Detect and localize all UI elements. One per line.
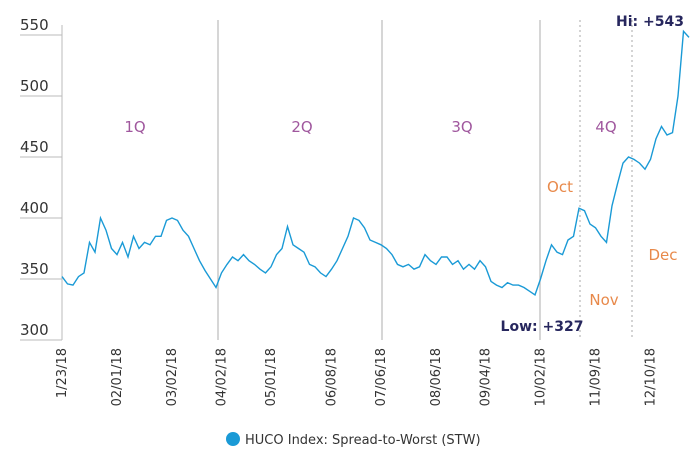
y-tick-label: 550 xyxy=(20,16,49,34)
x-tick-label: 11/09/18 xyxy=(589,348,604,406)
x-tick-label: 12/10/18 xyxy=(644,348,659,406)
y-tick-label: 450 xyxy=(20,138,49,156)
quarter-label: 3Q xyxy=(451,118,472,136)
month-label: Oct xyxy=(547,178,573,196)
x-tick-label: 09/04/18 xyxy=(479,348,494,406)
legend-label: HUCO Index: Spread-to-Worst (STW) xyxy=(245,433,481,448)
x-tick-label: 04/02/18 xyxy=(215,348,230,406)
annotation: Hi: +543 xyxy=(616,14,684,30)
x-tick-label: 1/23/18 xyxy=(55,348,70,398)
y-tick-label: 400 xyxy=(20,199,49,217)
month-label: Nov xyxy=(589,291,618,309)
x-tick-label: 05/01/18 xyxy=(264,348,279,406)
x-tick-label: 02/01/18 xyxy=(110,348,125,406)
y-tick-label: 500 xyxy=(20,77,49,95)
annotation: Low: +327 xyxy=(501,319,584,335)
x-tick-label: 07/06/18 xyxy=(374,348,389,406)
x-tick-label: 10/02/18 xyxy=(534,348,549,406)
x-tick-label: 03/02/18 xyxy=(165,348,180,406)
quarter-label: 4Q xyxy=(595,118,616,136)
y-tick-label: 350 xyxy=(20,260,49,278)
month-label: Dec xyxy=(648,246,677,264)
legend-swatch xyxy=(226,432,240,446)
quarter-label: 1Q xyxy=(124,118,145,136)
x-tick-label: 06/08/18 xyxy=(325,348,340,406)
y-tick-label: 300 xyxy=(20,321,49,339)
x-tick-label: 08/06/18 xyxy=(429,348,444,406)
quarter-label: 2Q xyxy=(291,118,312,136)
line-series xyxy=(61,29,690,296)
